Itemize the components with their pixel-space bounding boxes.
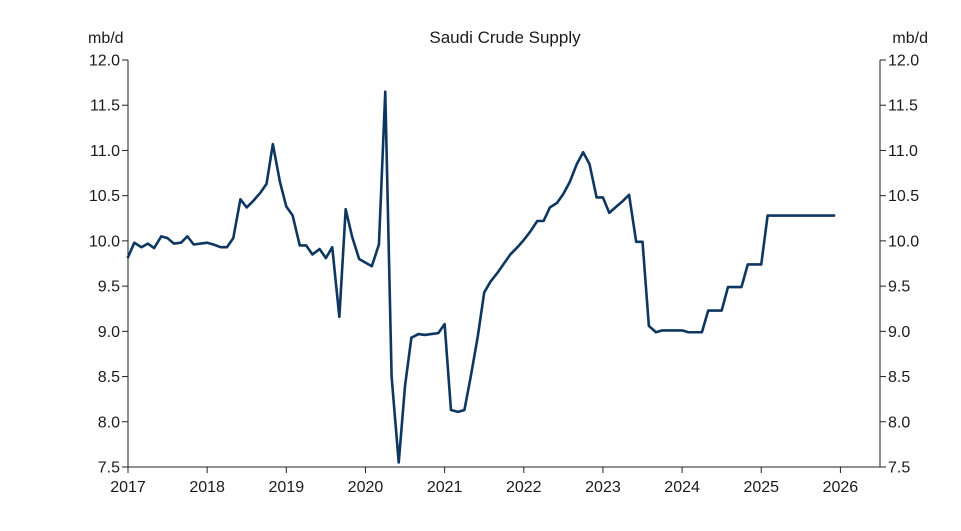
right-y-tick-label: 10.0 bbox=[888, 233, 919, 250]
right-axis-unit: mb/d bbox=[892, 30, 928, 47]
axes bbox=[122, 59, 886, 473]
right-y-tick-label: 8.5 bbox=[888, 369, 910, 386]
left-y-tick-label: 10.0 bbox=[89, 233, 120, 250]
series bbox=[126, 90, 836, 464]
left-y-tick-label: 7.5 bbox=[98, 460, 120, 477]
x-tick-label: 2017 bbox=[110, 479, 146, 496]
left-y-tick-label: 12.0 bbox=[89, 53, 120, 70]
series-line-0 bbox=[126, 90, 836, 464]
right-y-tick-label: 8.0 bbox=[888, 414, 910, 431]
x-tick-label: 2021 bbox=[427, 479, 463, 496]
x-tick-label: 2023 bbox=[585, 479, 621, 496]
right-y-tick-label: 7.5 bbox=[888, 460, 910, 477]
x-tick-label: 2019 bbox=[269, 479, 305, 496]
right-y-tick-label: 9.5 bbox=[888, 279, 910, 296]
left-axis-unit: mb/d bbox=[88, 30, 124, 47]
left-y-tick-label: 8.5 bbox=[98, 369, 120, 386]
right-y-tick-label: 9.0 bbox=[888, 324, 910, 341]
x-tick-label: 2024 bbox=[664, 479, 700, 496]
x-tick-label: 2026 bbox=[823, 479, 859, 496]
x-tick-label: 2018 bbox=[189, 479, 225, 496]
right-y-tick-label: 11.0 bbox=[888, 143, 918, 160]
left-y-tick-label: 9.0 bbox=[98, 324, 120, 341]
tick-labels: 7.5 7.5 8.0 8.0 8.5 8.5 9.0 9.0 9.5 9.5 10.0 10.0 10… bbox=[89, 53, 919, 497]
left-y-tick-label: 10.5 bbox=[89, 188, 120, 205]
right-y-tick-label: 11.5 bbox=[888, 98, 918, 115]
left-y-tick-label: 9.5 bbox=[98, 279, 120, 296]
x-tick-label: 2025 bbox=[743, 479, 779, 496]
x-tick-label: 2022 bbox=[506, 479, 542, 496]
left-y-tick-label: 11.5 bbox=[90, 98, 120, 115]
x-tick-label: 2020 bbox=[348, 479, 384, 496]
left-y-tick-label: 8.0 bbox=[98, 414, 120, 431]
right-y-tick-label: 10.5 bbox=[888, 188, 919, 205]
left-y-tick-label: 11.0 bbox=[90, 143, 120, 160]
chart-title: Saudi Crude Supply bbox=[429, 28, 581, 47]
right-y-tick-label: 12.0 bbox=[888, 53, 919, 70]
